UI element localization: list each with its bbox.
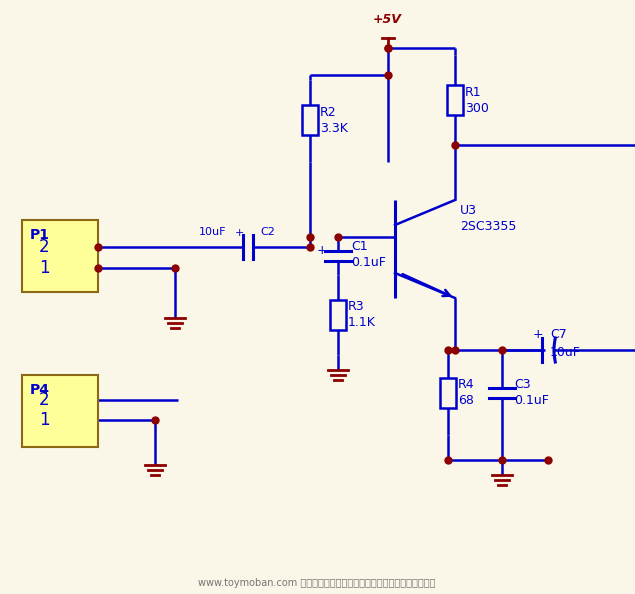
Text: 3.3K: 3.3K [320,122,348,134]
Text: P4: P4 [30,383,50,397]
Text: 300: 300 [465,102,489,115]
Text: www.toymoban.com 网络图片仅供展示，非存储，如有侵权请联系删除。: www.toymoban.com 网络图片仅供展示，非存储，如有侵权请联系删除。 [198,578,436,588]
Bar [302,105,318,135]
Bar [440,378,456,408]
Text: 68: 68 [458,394,474,407]
Text: +: + [234,228,244,238]
Text: R3: R3 [348,301,364,314]
Text: R4: R4 [458,378,474,391]
Text: 2SC3355: 2SC3355 [460,220,516,232]
Text: 10uF: 10uF [199,227,226,237]
Text: +: + [317,245,327,258]
Text: R2: R2 [320,106,337,118]
Text: U3: U3 [460,204,477,216]
Text: 0.1uF: 0.1uF [351,257,386,270]
Text: +5V: +5V [373,13,401,26]
Text: R1: R1 [465,86,481,99]
Text: C7: C7 [550,328,567,342]
Text: 1: 1 [39,259,50,277]
Text: 1.1K: 1.1K [348,317,376,330]
Text: C1: C1 [351,241,368,254]
Text: P1: P1 [30,228,50,242]
Text: +: + [533,328,544,342]
Text: 0.1uF: 0.1uF [514,393,549,406]
Text: 2: 2 [39,238,50,256]
Bar [447,85,463,115]
Text: C3: C3 [514,378,531,390]
Bar [22,375,98,447]
Text: 2: 2 [39,391,50,409]
Bar [22,220,98,292]
Text: C2: C2 [260,227,275,237]
Text: 10uF: 10uF [550,346,581,359]
Text: 1: 1 [39,411,50,429]
Bar [330,300,346,330]
